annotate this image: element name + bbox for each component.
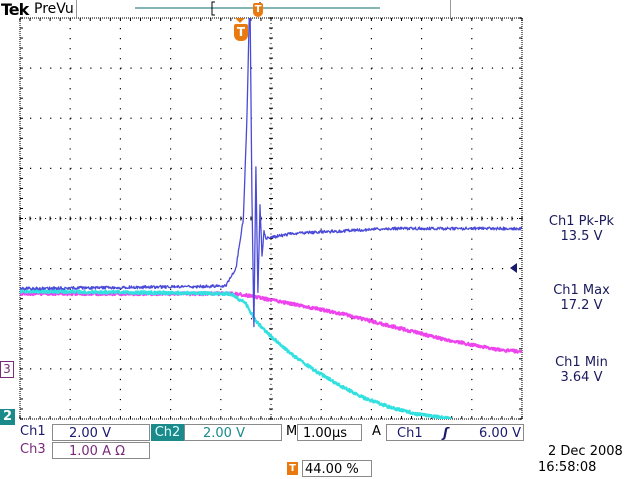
- trigger-level-arrow-icon: [510, 263, 517, 273]
- trigger-level-marker: [510, 263, 517, 273]
- graticule: [19, 17, 523, 420]
- ch2-ground-marker[interactable]: 2: [0, 409, 15, 425]
- measurement-ch1-max: Ch1 Max 17.2 V: [524, 283, 639, 313]
- measurement-value: 13.5 V: [560, 229, 603, 244]
- divider: [450, 0, 451, 18]
- trigger-source: Ch1: [397, 426, 423, 441]
- date: 2 Dec 2008: [548, 444, 623, 459]
- divider: [76, 0, 77, 18]
- measurement-label: Ch1 Max: [553, 283, 610, 298]
- trace-ch3: [20, 291, 522, 354]
- ch3-scale[interactable]: 1.00 A Ω: [52, 442, 150, 459]
- trigger-position-arrow-icon: [235, 18, 245, 23]
- measurement-label: Ch1 Min: [555, 355, 608, 370]
- timebase-label: M: [286, 424, 298, 439]
- measurement-label: Ch1 Pk-Pk: [548, 214, 615, 229]
- measurement-ch1-min: Ch1 Min 3.64 V: [524, 355, 639, 385]
- acquisition-status: PreVu: [34, 1, 74, 17]
- rising-edge-icon: ʃ: [443, 426, 449, 441]
- measurement-value: 17.2 V: [560, 298, 603, 313]
- ch3-ground-marker[interactable]: 3: [0, 361, 14, 378]
- ch3-label[interactable]: Ch3: [20, 442, 46, 457]
- trigger-position-readout[interactable]: 44.00 %: [302, 460, 372, 477]
- timebase-scale[interactable]: 1.00µs: [297, 424, 362, 441]
- trigger-position-icon: T: [287, 462, 298, 475]
- ch2-scale[interactable]: 2.00 V: [184, 424, 282, 441]
- trace-ch2: [20, 288, 453, 419]
- ch1-label[interactable]: Ch1: [20, 424, 46, 439]
- trigger-position-marker[interactable]: T: [234, 24, 248, 41]
- trigger-mode: A: [372, 424, 381, 439]
- ch2-label[interactable]: Ch2: [151, 424, 184, 441]
- record-trigger-marker: T: [253, 3, 263, 17]
- screen-window-bracket: [211, 1, 215, 16]
- measurement-value: 3.64 V: [560, 370, 603, 385]
- ch1-scale[interactable]: 2.00 V: [52, 424, 150, 441]
- brand-logo: Tek: [1, 0, 29, 19]
- clock: 16:58:08: [538, 460, 597, 475]
- trigger-readout[interactable]: Ch1 ʃ 6.00 V: [386, 424, 524, 441]
- trace-ch1: [20, 18, 522, 328]
- measurement-ch1-pkpk: Ch1 Pk-Pk 13.5 V: [524, 214, 639, 244]
- traces: [20, 18, 522, 419]
- trigger-level: 6.00 V: [479, 426, 521, 441]
